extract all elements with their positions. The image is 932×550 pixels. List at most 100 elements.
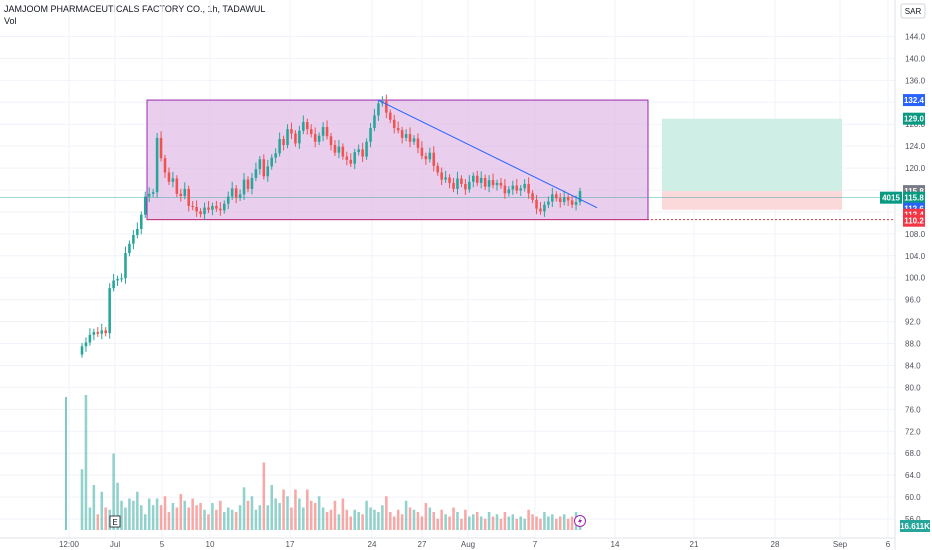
currency-box-frame [900,3,926,19]
candle [199,208,202,218]
trend-line [377,99,598,209]
candle [472,172,475,188]
candle-body [223,203,226,211]
candle [215,200,218,212]
candle [226,191,230,210]
candle-body [250,177,254,189]
candle [120,273,123,283]
candle-body [254,169,258,178]
volume-bar [456,512,459,530]
volume-bar [369,507,372,530]
volume-bar [539,518,542,530]
candle-body [574,202,578,205]
candle-body [96,332,100,334]
volume-bar [191,498,194,530]
volume-bar [440,509,443,530]
volume-bar [120,500,123,530]
volume-bar [337,514,341,530]
candle-body [290,129,293,134]
volume-bar [361,514,364,530]
candle [329,132,333,151]
candle-body [555,194,558,199]
volume-bar [325,512,329,530]
candle [124,246,127,284]
candle [143,191,147,218]
y-tick-label: 56.0 [905,515,921,524]
volume-bar [444,514,447,530]
candle-body [444,177,447,180]
volume-bar [226,507,230,530]
candle-body [238,194,242,198]
candle-body [278,139,281,154]
candle-body [191,205,194,207]
volume-bar [65,397,67,530]
volume-bar [282,489,285,530]
candle [155,132,159,198]
price-tag-label: 115.8 [904,194,924,203]
candle-body [88,334,92,343]
candle [282,135,285,151]
volume-bar [566,518,570,530]
candle [246,176,250,193]
candle-body [298,130,301,144]
candle [479,171,483,189]
candle-body [246,179,250,189]
volume-bar [294,489,297,530]
y-tick-label: 144.0 [905,32,926,41]
volume-bar [353,509,356,530]
candle [132,230,135,250]
volume-bar [92,485,96,530]
candle-body [219,208,222,211]
candle [128,240,131,257]
y-tick-label: 124.0 [905,142,926,151]
candle-body [84,342,88,347]
candle [464,179,467,195]
x-tick-label: 27 [418,540,427,549]
volume-bar [562,514,566,530]
volume-bar [290,507,293,530]
price-tag-box [903,94,925,107]
candle [325,120,329,140]
volume-bar [436,518,439,530]
candle [503,179,507,199]
grid [0,0,895,538]
volume-bar [309,500,313,530]
volume-bar [175,507,179,530]
volume-bar [428,507,432,530]
volume-bar [519,516,522,530]
candle [531,190,534,204]
volume-bar [211,503,214,530]
candle-body [464,183,467,190]
candle-body [345,156,349,160]
candle-body [226,196,230,204]
candle-body [274,153,277,158]
y-tick-label: 84.0 [905,361,921,370]
y-tick-label: 120.0 [905,164,926,173]
candle [219,202,222,216]
volume-bar [483,518,487,530]
volume-bar [460,518,463,530]
candle-body [511,185,515,190]
candle-body [306,122,309,130]
candle [428,147,432,163]
candle [436,162,439,176]
candle [353,148,356,170]
x-tick-label: 21 [690,540,699,549]
candle-body [215,205,218,209]
candle [345,151,349,166]
candle [92,328,96,341]
candle-body [495,182,499,186]
candle [159,131,163,162]
candle-body [341,146,345,157]
volume-bar [128,498,131,530]
candle [562,190,566,206]
candle-body [183,188,187,197]
candle-body [230,188,234,197]
volume-bar [116,482,119,530]
candle [203,202,206,220]
volume-bar [147,498,151,530]
volume-bar [104,507,107,530]
volume-bar [570,516,574,530]
y-tick-label: 100.0 [905,274,926,283]
